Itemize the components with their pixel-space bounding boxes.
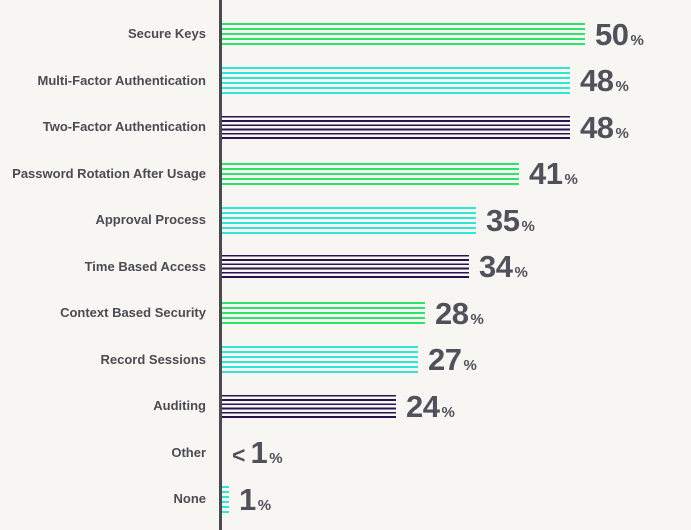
chart-row: Context Based Security 28% [0,290,691,337]
value-label: 50% [595,19,644,50]
chart-row: Record Sessions 27% [0,337,691,384]
category-label-cell: Password Rotation After Usage [0,165,219,183]
category-label: Multi-Factor Authentication [37,72,206,88]
value-label: 48% [580,65,629,96]
category-label: Two-Factor Authentication [42,119,206,135]
value-label: 35% [486,205,535,236]
value-label: 48% [580,112,629,143]
category-label: Auditing [153,398,206,414]
bar-cell: 50% [219,19,644,50]
chart-row: None 1% [0,476,691,523]
value-label: 24% [406,391,455,422]
value-number: 1 [250,435,268,471]
bar [222,255,469,279]
category-label-cell: Other [0,444,219,462]
category-label: Secure Keys [127,26,206,42]
chart-row: Time Based Access 34% [0,244,691,291]
percent-sign: % [564,171,578,189]
value-label: 34% [479,251,528,282]
chart-row: Multi-Factor Authentication 48% [0,58,691,105]
category-label: None [173,491,207,507]
chart-row: Secure Keys 50% [0,11,691,58]
category-label: Approval Process [95,212,206,228]
bar [222,206,476,234]
bar [222,302,425,325]
category-label: Password Rotation After Usage [12,165,206,181]
chart-row: Approval Process 35% [0,197,691,244]
percent-sign: % [470,310,484,328]
category-label: Time Based Access [84,258,206,274]
bar-cell: 48% [219,112,629,143]
chart-row: Auditing 24% [0,383,691,430]
percent-sign: % [441,403,455,421]
bar [222,394,396,418]
category-label-cell: Multi-Factor Authentication [0,72,219,90]
percent-sign: % [630,31,644,49]
value-number: 28 [435,295,469,331]
category-label-cell: Auditing [0,397,219,415]
category-label-cell: Record Sessions [0,351,219,369]
value-number: 35 [486,202,520,238]
value-number: 27 [428,342,462,378]
bar-cell: 27% [219,344,477,375]
category-label: Other [171,444,206,460]
chart-row: Other <1% [0,430,691,477]
percent-sign: % [257,496,272,514]
category-label-cell: None [0,490,219,508]
bar-cell: <1% [219,437,283,468]
value-label: 1% [239,484,271,515]
value-label: <1% [232,437,283,468]
value-number: 48 [580,109,614,145]
chart-rows: Secure Keys 50% Multi-Factor Authenticat… [0,11,691,523]
value-number: 34 [479,249,513,285]
bar [222,67,570,95]
bar [222,485,229,513]
y-axis-line [219,0,222,530]
category-label-cell: Secure Keys [0,25,219,43]
value-label: 28% [435,298,484,329]
value-number: 24 [406,388,440,424]
percent-sign: % [521,217,535,235]
category-label: Context Based Security [60,305,206,321]
value-prefix: < [232,442,246,469]
percent-sign: % [269,450,283,468]
value-label: 27% [428,344,477,375]
bar-cell: 34% [219,251,528,282]
percent-sign: % [615,124,629,142]
value-number: 48 [580,63,614,99]
category-label-cell: Context Based Security [0,304,219,322]
bar-cell: 24% [219,391,455,422]
bar [222,162,519,185]
category-label: Record Sessions [100,351,207,367]
bar-cell: 41% [219,158,578,189]
percent-sign: % [514,264,528,282]
bar-cell: 48% [219,65,629,96]
chart-row: Two-Factor Authentication 48% [0,104,691,151]
bar-cell: 35% [219,205,535,236]
percent-sign: % [615,78,629,96]
bar-cell: 28% [219,298,484,329]
value-number: 41 [529,156,563,192]
chart-row: Password Rotation After Usage 41% [0,151,691,198]
bar [222,346,418,374]
value-number: 50 [595,16,629,52]
bar-cell: 1% [219,484,271,515]
category-label-cell: Time Based Access [0,258,219,276]
value-label: 41% [529,158,578,189]
category-label-cell: Two-Factor Authentication [0,118,219,136]
percent-sign: % [463,357,477,375]
value-number: 1 [239,481,256,517]
category-label-cell: Approval Process [0,211,219,229]
bar [222,115,570,139]
bar [222,23,585,46]
